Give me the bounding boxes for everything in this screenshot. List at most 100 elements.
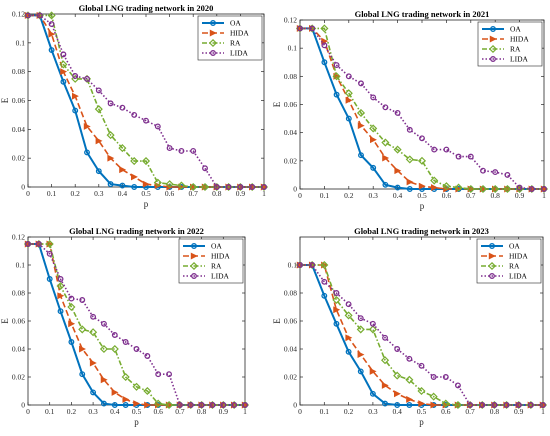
data-point-lida [358,80,364,87]
legend-label-ra: RA [509,262,520,271]
data-point-oa [369,390,376,397]
data-point-ra [442,182,451,191]
series-lida [25,12,267,190]
data-point-lida [419,135,425,142]
y-tick-label: 0.08 [284,72,297,81]
data-point-lida [406,126,413,133]
series-line-ra [300,264,543,406]
legend-marker-ra [488,44,498,54]
series-line-ra [28,243,245,406]
legend-label-oa: OA [211,242,222,251]
data-point-ra [177,181,186,190]
data-point-hida [111,388,119,396]
data-point-lida [202,165,208,172]
data-point-oa [382,400,388,407]
data-point-hida [382,154,390,162]
data-point-oa [333,91,340,98]
data-point-oa [358,152,364,159]
data-point-ra [405,375,414,384]
data-point-ra [430,176,439,185]
y-tick-label: 0.1 [16,261,26,270]
data-point-lida [394,346,401,352]
y-tick-label: 0.12 [12,10,25,19]
data-point-lida [297,262,303,268]
y-tick-label: 0.08 [284,289,297,298]
x-tick-label: 0 [298,407,302,416]
x-tick-label: 0 [26,407,30,416]
data-point-lida [220,402,227,408]
data-point-lida [345,301,352,308]
data-point-ra [118,144,127,153]
data-point-hida [381,381,389,389]
x-tick-label: 0.6 [154,407,164,416]
x-tick-label: 0.9 [514,407,524,416]
data-point-ra [320,260,329,270]
data-point-oa [370,164,377,171]
chart-title: Global LNG trading network in 2023 [354,226,489,236]
data-point-lida [36,12,43,19]
x-tick-label: 0.6 [441,407,451,416]
x-axis-label: p [419,417,424,427]
legend-label-hida: HIDA [211,252,230,261]
data-point-hida [369,136,377,144]
y-tick-label: 0 [21,401,25,410]
y-tick-label: 0 [293,185,297,194]
x-tick-label: 0.6 [165,189,175,198]
data-point-hida [130,173,138,181]
data-point-lida [90,313,97,320]
legend-marker-hida [489,35,497,43]
data-point-ra [368,325,377,334]
data-point-ra [67,302,76,312]
x-tick-label: 0.5 [141,189,151,198]
data-point-lida [249,184,256,190]
data-point-ra [99,344,108,354]
data-point-hida [142,180,150,188]
y-tick-label: 0.12 [284,16,297,25]
data-point-lida [242,402,248,408]
x-axis-label: p [420,201,425,211]
data-point-ra [393,145,402,154]
x-tick-label: 0.4 [110,407,120,416]
y-tick-label: 0.06 [12,317,25,326]
x-tick-label: 0.2 [67,407,77,416]
data-point-oa [107,181,114,188]
data-point-oa [321,59,328,66]
data-point-oa [394,184,401,191]
data-point-hida [68,320,76,328]
data-point-hida [430,401,438,409]
x-axis-label: p [144,199,149,209]
y-tick-label: 0.06 [284,100,297,109]
data-point-lida [35,241,42,247]
data-point-lida [119,104,126,111]
data-point-ra [189,182,198,192]
x-tick-label: 0.7 [466,191,476,200]
data-point-lida [231,402,238,408]
series-line-lida [28,14,264,188]
x-tick-label: 0.2 [344,407,354,416]
data-point-lida [297,25,303,32]
data-point-lida [516,184,523,191]
data-point-lida [345,73,352,80]
data-point-ra [381,138,390,147]
y-tick-label: 0.1 [16,38,26,47]
data-point-lida [143,117,149,124]
data-point-lida [492,169,499,176]
data-point-ra [89,328,98,337]
data-point-lida [133,346,140,352]
data-point-lida [406,355,413,362]
data-point-hida [345,96,353,104]
data-point-lida [198,402,205,408]
data-point-lida [72,73,79,79]
data-point-hida [122,395,130,403]
data-point-ra [417,386,426,396]
y-tick-label: 0.06 [284,317,297,326]
legend-marker-ra [487,261,497,271]
x-tick-label: 0.5 [417,407,427,416]
chart-panel-4: 0 0.1 0.2 0.3 0.4 0.5 0.6 0.7 0.8 0.9 1 0 0.02 0.04 0.… [272,226,548,427]
x-tick-label: 0.1 [45,407,55,416]
series-ra [23,239,250,410]
x-tick-label: 0.1 [47,189,57,198]
data-point-lida [95,87,102,94]
data-point-hida [95,137,103,145]
